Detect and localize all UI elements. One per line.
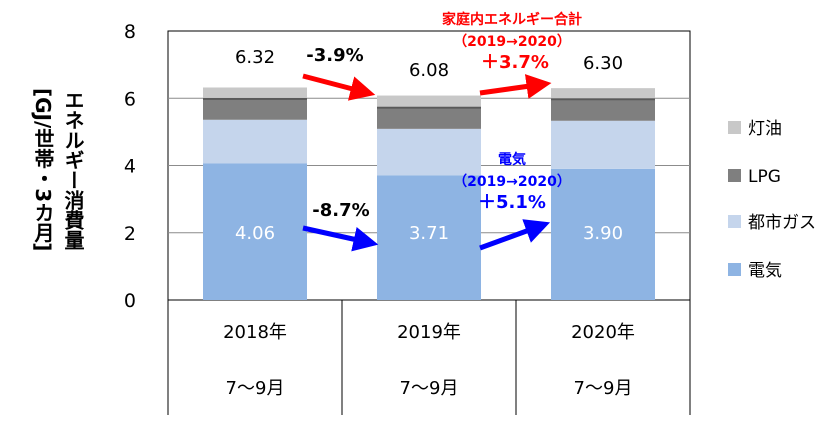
y-tick-label: 6 (124, 88, 136, 110)
bar-segment (377, 106, 481, 129)
x-category-period: 7〜9月 (226, 378, 285, 399)
arrow-electric-2018-2019 (302, 225, 379, 252)
total-change-2019-label: -3.9% (306, 45, 363, 66)
legend-swatch (728, 215, 741, 228)
total-annotation-title: 家庭内エネルギー合計 (442, 11, 582, 28)
bar-segment (203, 87, 307, 98)
total-value-label: 6.30 (583, 53, 623, 74)
arrow-total-2018-2019 (302, 73, 376, 101)
y-tick-label: 8 (124, 21, 136, 43)
bar-segment-edge (203, 97, 307, 100)
legend-label: 都市ガス (748, 213, 816, 233)
legend-swatch (728, 121, 741, 134)
total-change-2020-label: ＋3.7% (481, 52, 549, 73)
electric-change-2020-label: ＋5.1% (478, 192, 546, 213)
electric-value-label: 3.71 (409, 223, 449, 244)
electric-annotation-title: 電気 (498, 151, 526, 168)
bar-segment (203, 163, 307, 300)
legend-label: 灯油 (748, 119, 782, 139)
bar-segment (377, 175, 481, 300)
arrow-total-2019-2020 (479, 74, 552, 99)
bar-segment (203, 97, 307, 120)
electric-value-label: 4.06 (235, 223, 275, 244)
y-axis-title-line1: エネルギー消費量 (61, 89, 85, 250)
arrow-electric-2019-2020 (479, 219, 551, 251)
legend-label: 電気 (748, 261, 782, 281)
x-category-year: 2018年 (223, 322, 287, 343)
legend-swatch (728, 263, 741, 276)
x-category-year: 2019年 (397, 322, 461, 343)
total-value-label: 6.08 (409, 60, 449, 81)
y-axis-title-line2: [GJ/世帯・3カ月] (31, 88, 55, 252)
electric-value-label: 3.90 (583, 223, 623, 244)
bar-segment-edge (551, 98, 655, 101)
total-annotation-period: （2019→2020） (453, 34, 571, 50)
bar-segment (551, 88, 655, 99)
x-category-year: 2020年 (571, 322, 635, 343)
legend-swatch (728, 169, 741, 182)
bar-segment (551, 168, 655, 300)
bar-segment (377, 95, 481, 107)
bar-segment (203, 119, 307, 164)
y-tick-label: 4 (124, 156, 136, 178)
total-value-label: 6.32 (235, 47, 275, 68)
bar-segment (551, 98, 655, 121)
bar-segment (377, 128, 481, 176)
y-tick-label: 0 (124, 290, 136, 312)
bar-segment-edge (377, 106, 481, 109)
legend-label: LPG (748, 167, 781, 187)
x-category-period: 7〜9月 (574, 378, 633, 399)
y-tick-label: 2 (124, 223, 136, 245)
x-category-period: 7〜9月 (400, 378, 459, 399)
electric-annotation-period: （2019→2020） (453, 174, 571, 190)
y-axis-title: エネルギー消費量 [GJ/世帯・3カ月] (28, 40, 88, 300)
electric-change-2019-label: -8.7% (312, 200, 369, 221)
bar-segment (551, 120, 655, 169)
